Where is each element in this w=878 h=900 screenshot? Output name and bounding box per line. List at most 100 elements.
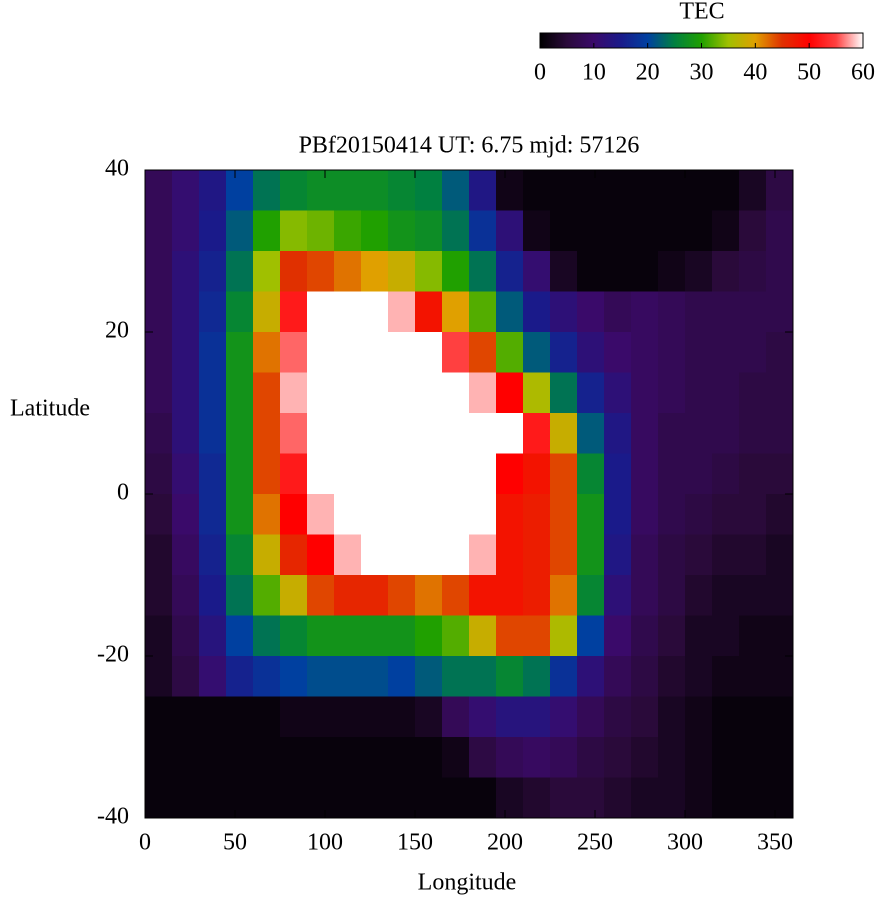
heatmap-cell [415,737,443,778]
heatmap-cell [280,413,308,454]
heatmap-cell [388,737,416,778]
heatmap-cell [631,251,659,292]
heatmap-cell [307,453,335,495]
heatmap-cell [577,656,605,697]
heatmap-cell [334,615,362,657]
x-tick-label: 200 [487,830,523,856]
heatmap-cell [577,453,605,495]
heatmap-cell [361,251,389,292]
heatmap-cell [712,291,740,333]
heatmap-cell [361,656,389,697]
heatmap-cell [712,413,740,454]
heatmap-cell [334,737,362,778]
heatmap-cell [334,777,362,819]
heatmap-cell [469,534,497,576]
heatmap-cell [658,372,686,414]
heatmap-cell [145,534,173,576]
heatmap-cell [388,534,416,576]
heatmap-cell [172,332,200,373]
heatmap-cell [199,453,227,495]
heatmap-cell [604,494,632,535]
heatmap-cell [550,332,578,373]
heatmap-cell [739,332,767,373]
heatmap-cell [172,210,200,252]
heatmap-cell [388,372,416,414]
heatmap-cell [280,777,308,819]
heatmap-cell [766,494,794,535]
heatmap-cell [415,210,443,252]
heatmap-cell [388,332,416,373]
heatmap-cell [334,372,362,414]
heatmap-cell [307,696,335,738]
heatmap-cell [442,575,470,616]
heatmap-cell [604,413,632,454]
heatmap-cell [361,696,389,738]
heatmap-cell [469,251,497,292]
heatmap-cell [172,737,200,778]
heatmap-cell [334,656,362,697]
heatmap-cell [307,332,335,373]
heatmap-cell [577,777,605,819]
heatmap-cell [415,251,443,292]
heatmap-cell [631,777,659,819]
heatmap-cell [604,575,632,616]
heatmap-cell [739,291,767,333]
heatmap-cell [577,332,605,373]
heatmap-cell [658,575,686,616]
heatmap-cell [226,534,254,576]
heatmap-cell [631,210,659,252]
heatmap-cell [226,251,254,292]
heatmap-cell [739,696,767,738]
heatmap-cell [199,251,227,292]
heatmap-cell [145,453,173,495]
heatmap-cell [496,534,524,576]
heatmap-cell [550,534,578,576]
heatmap-cell [199,656,227,697]
heatmap-cell [199,534,227,576]
heatmap-cell [685,210,713,252]
heatmap-cell [145,413,173,454]
heatmap-cell [712,656,740,697]
heatmap-cell [199,494,227,535]
heatmap-cell [145,615,173,657]
heatmap-cell [280,534,308,576]
heatmap-cell [361,170,389,211]
heatmap-cell [658,615,686,657]
heatmap-cell [496,291,524,333]
y-tick-label: -20 [97,642,129,668]
heatmap-cell [550,696,578,738]
colorbar-tick-label: 40 [743,60,767,86]
heatmap-cell [550,777,578,819]
heatmap-cell [766,453,794,495]
heatmap-cell [469,696,497,738]
heatmap-cell [442,251,470,292]
heatmap-cell [388,777,416,819]
heatmap-cell [496,494,524,535]
heatmap-cell [415,696,443,738]
heatmap-cell [226,332,254,373]
heatmap-cell [550,210,578,252]
heatmap-cell [415,291,443,333]
heatmap-cell [253,534,281,576]
heatmap-cell [307,534,335,576]
heatmap-cell [280,291,308,333]
heatmap-cell [685,494,713,535]
heatmap-cell [739,777,767,819]
heatmap-cell [334,494,362,535]
heatmap-cell [172,413,200,454]
heatmap-cell [253,251,281,292]
heatmap-cell [361,737,389,778]
heatmap-cell [631,696,659,738]
heatmap-cell [631,534,659,576]
heatmap-cell [388,210,416,252]
heatmap-cell [766,332,794,373]
heatmap-cell [415,453,443,495]
heatmap-cell [658,737,686,778]
heatmap-cell [307,615,335,657]
heatmap-cell [766,372,794,414]
heatmap-cell [577,210,605,252]
heatmap-cell [280,170,308,211]
colorbar-tick-label: 60 [851,60,875,86]
heatmap-cell [739,737,767,778]
y-tick-label: 0 [117,480,129,506]
